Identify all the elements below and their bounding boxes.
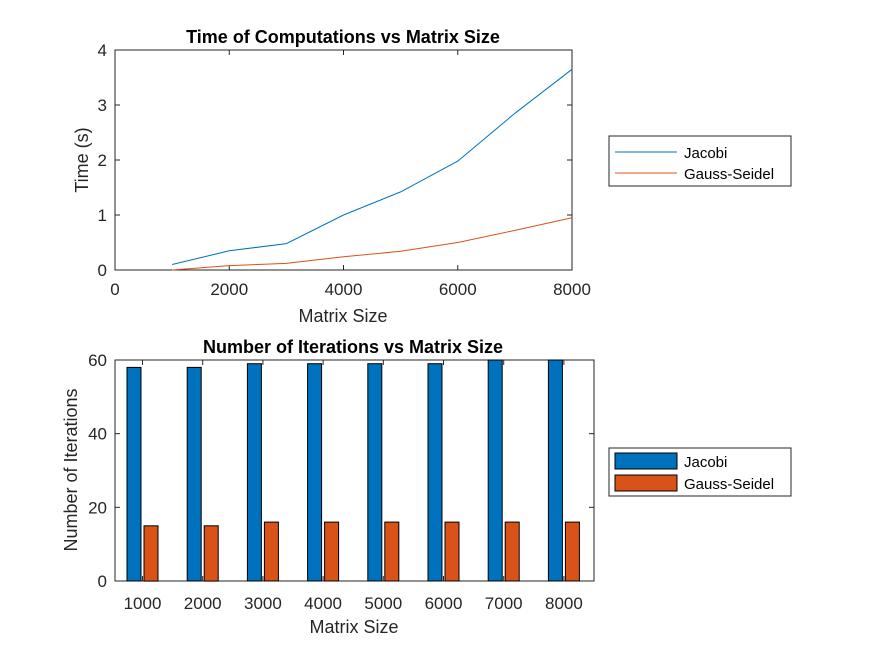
bar-jacobi [126, 366, 142, 582]
legend-jacobi-label: Jacobi [684, 145, 727, 162]
time-chart-series [171, 68, 573, 271]
iterations-chart-y-label: Number of Iterations [61, 388, 81, 551]
iterations-chart-bars [126, 359, 580, 582]
bar-gauss-seidel [143, 525, 159, 582]
bar-jacobi [427, 363, 443, 582]
y-tick-label: 2 [98, 151, 107, 170]
time-chart: Time of Computations vs Matrix Size 0 200… [72, 27, 792, 326]
time-chart-plot-area [114, 49, 573, 271]
iterations-chart-y-ticks: 0 20 40 60 [88, 351, 594, 591]
bar-jacobi [307, 363, 323, 582]
bar-jacobi [547, 359, 563, 582]
legend-jacobi-swatch [614, 452, 678, 470]
x-tick-label: 3000 [244, 594, 282, 613]
x-tick-label: 0 [110, 280, 119, 299]
time-chart-title: Time of Computations vs Matrix Size [186, 27, 500, 47]
time-chart-y-label: Time (s) [72, 127, 92, 192]
iterations-chart-x-ticks: 1000 2000 3000 4000 5000 6000 7000 8000 [124, 360, 583, 613]
y-tick-label: 20 [88, 498, 107, 517]
series-line-gauss-seidel [172, 217, 573, 271]
y-tick-label: 40 [88, 425, 107, 444]
x-tick-label: 7000 [485, 594, 523, 613]
y-tick-label: 0 [98, 261, 107, 280]
bar-jacobi [367, 363, 383, 582]
series-line-jacobi [171, 68, 573, 265]
x-tick-label: 2000 [210, 280, 248, 299]
bar-jacobi [246, 363, 262, 582]
time-chart-x-ticks: 0 2000 4000 6000 8000 [110, 50, 591, 299]
iterations-chart-x-label: Matrix Size [309, 617, 398, 637]
bar-gauss-seidel [203, 525, 219, 582]
bar-gauss-seidel [504, 521, 520, 582]
y-tick-label: 0 [98, 572, 107, 591]
y-tick-label: 60 [88, 351, 107, 370]
bar-gauss-seidel [444, 521, 460, 582]
iterations-chart: Number of Iterations vs Matrix Size 1000… [61, 337, 792, 637]
legend-gauss-seidel-label: Gauss-Seidel [684, 166, 774, 183]
bar-jacobi [487, 359, 503, 582]
x-tick-label: 1000 [124, 594, 162, 613]
time-chart-legend-box [608, 135, 792, 187]
y-tick-label: 3 [98, 96, 107, 115]
time-chart-legend: Jacobi Gauss-Seidel [608, 135, 792, 187]
iterations-chart-legend: Jacobi Gauss-Seidel [608, 447, 792, 497]
x-tick-label: 8000 [553, 280, 591, 299]
legend-jacobi-label: Jacobi [684, 454, 727, 471]
bar-gauss-seidel [384, 521, 400, 582]
x-tick-label: 4000 [325, 280, 363, 299]
bar-gauss-seidel [263, 521, 279, 582]
bar-gauss-seidel [324, 521, 340, 582]
x-tick-label: 6000 [439, 280, 477, 299]
bar-jacobi [186, 366, 202, 582]
x-tick-label: 4000 [304, 594, 342, 613]
legend-gauss-seidel-swatch [614, 474, 678, 492]
y-tick-label: 4 [98, 41, 107, 60]
x-tick-label: 5000 [364, 594, 402, 613]
legend-gauss-seidel-label: Gauss-Seidel [684, 476, 774, 493]
x-tick-label: 2000 [184, 594, 222, 613]
time-chart-x-label: Matrix Size [298, 306, 387, 326]
iterations-chart-title: Number of Iterations vs Matrix Size [203, 337, 503, 357]
time-chart-y-ticks: 0 1 2 3 4 [98, 41, 572, 280]
y-tick-label: 1 [98, 206, 107, 225]
x-tick-label: 6000 [425, 594, 463, 613]
x-tick-label: 8000 [545, 594, 583, 613]
bar-gauss-seidel [564, 521, 580, 582]
